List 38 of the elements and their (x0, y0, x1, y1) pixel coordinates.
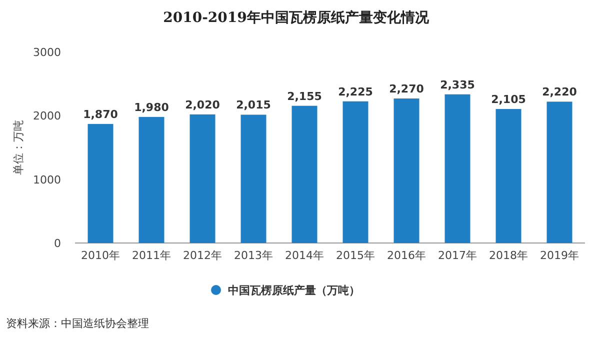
data-label: 2,225 (338, 85, 373, 98)
data-label: 2,270 (389, 82, 424, 96)
x-tick-label: 2012年 (183, 249, 222, 262)
bar (444, 94, 470, 243)
data-label: 1,980 (134, 100, 170, 114)
y-tick-label: 0 (54, 237, 61, 250)
x-tick-label: 2013年 (234, 249, 273, 262)
bar (342, 101, 368, 243)
legend-label: 中国瓦楞原纸产量（万吨） (228, 284, 360, 297)
data-label: 2,105 (491, 92, 526, 106)
bar (546, 102, 572, 243)
data-label: 2,220 (542, 86, 578, 99)
bar (394, 98, 420, 243)
x-tick-label: 2019年 (540, 249, 579, 262)
data-label: 2,015 (236, 98, 271, 112)
x-tick-label: 2014年 (285, 249, 324, 262)
x-tick-label: 2010年 (81, 249, 120, 262)
y-tick-label: 3000 (33, 46, 61, 59)
x-tick-label: 2016年 (387, 249, 426, 262)
y-axis-title: 单位：万吨 (12, 120, 25, 175)
bar (292, 106, 318, 243)
x-tick-label: 2017年 (438, 249, 477, 262)
y-tick-label: 1000 (33, 173, 61, 186)
chart-title: 2010-2019年中国瓦楞原纸产量变化情况 (163, 9, 430, 26)
bar (240, 114, 266, 243)
data-label: 2,020 (185, 98, 220, 112)
data-label: 2,335 (440, 78, 475, 92)
x-tick-label: 2018年 (489, 249, 528, 262)
data-label: 2,155 (287, 90, 322, 103)
bar (138, 116, 164, 243)
data-label: 1,870 (83, 108, 118, 121)
y-tick-label: 2000 (33, 110, 61, 123)
x-tick-label: 2011年 (132, 249, 171, 262)
text: 资料来源：中国造纸协会整理 (6, 317, 149, 330)
bar (190, 114, 216, 243)
bar (496, 108, 522, 243)
x-tick-label: 2015年 (336, 249, 375, 262)
bar (88, 124, 114, 243)
